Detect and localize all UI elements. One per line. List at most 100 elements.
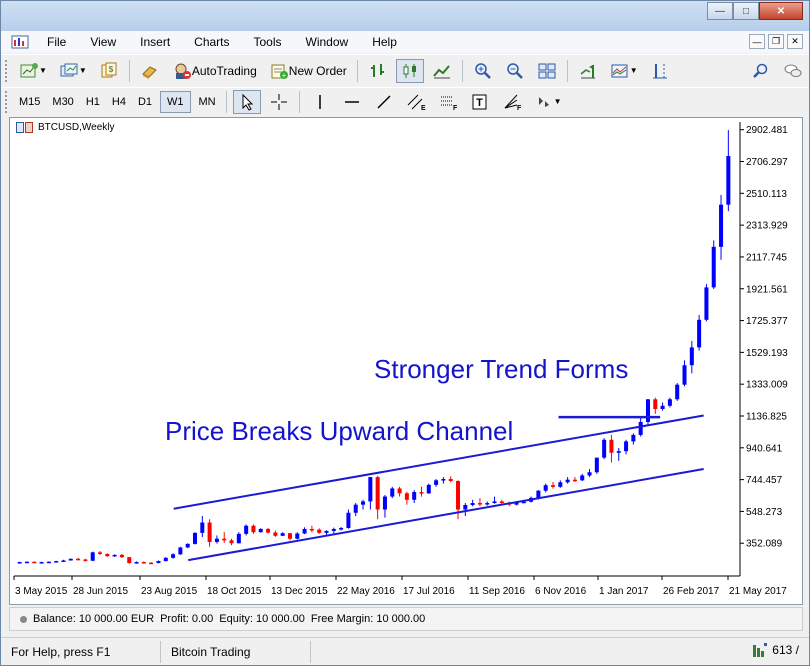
price-chart[interactable]: 2902.481 2706.297 2510.113 2313.929 2117.745… xyxy=(10,118,802,604)
bar-chart-button[interactable] xyxy=(364,59,392,83)
candle-body xyxy=(236,533,241,544)
new-chart-button[interactable]: ▼ xyxy=(15,59,51,83)
candle-body xyxy=(185,543,190,548)
candlestick-chart-button[interactable] xyxy=(395,58,424,83)
maximize-button[interactable]: □ xyxy=(733,2,759,20)
candle-body xyxy=(273,532,278,536)
candle-body xyxy=(477,503,482,505)
zoom-out-icon xyxy=(507,62,523,79)
chat-icon xyxy=(784,64,802,77)
candle-body xyxy=(317,529,322,533)
toolbar-separator xyxy=(225,90,227,113)
chart-window[interactable]: BTCUSD,Weekly 2902.481 2706.297 2510.113 23… xyxy=(9,117,803,605)
candle-body xyxy=(419,492,424,494)
mdi-restore-button[interactable]: ❐ xyxy=(768,34,784,49)
candle-body xyxy=(76,558,81,561)
candle-body xyxy=(492,501,497,504)
timeframe-m30[interactable]: M30 xyxy=(52,95,74,108)
timeframe-h1[interactable]: H1 xyxy=(85,95,100,108)
horizontal-line-tool-button[interactable] xyxy=(338,90,366,114)
line-chart-button[interactable] xyxy=(428,59,456,83)
candle-body xyxy=(587,472,592,476)
cursor-tool-button[interactable] xyxy=(232,89,261,114)
candle-body xyxy=(594,457,599,473)
svg-text:$: $ xyxy=(109,65,114,74)
connection-status[interactable]: 613 / xyxy=(752,642,799,658)
timeframe-w1[interactable]: W1 xyxy=(160,90,191,113)
candle-body xyxy=(558,482,563,487)
menu-charts[interactable]: Charts xyxy=(194,35,230,49)
candle-body xyxy=(222,538,227,541)
period-separators-button[interactable] xyxy=(646,59,674,83)
title-bar[interactable]: — □ ✕ xyxy=(1,1,809,31)
price-tick-label: 2902.481 xyxy=(746,125,788,136)
candle-body xyxy=(229,540,234,544)
price-tick-label: 744.457 xyxy=(746,475,783,486)
candle-body xyxy=(565,479,570,483)
timeframe-mn[interactable]: MN xyxy=(198,95,216,108)
chart-window-icon[interactable] xyxy=(11,34,29,50)
autotrading-button[interactable]: AutoTrading xyxy=(168,59,261,83)
profiles-button[interactable]: ▼ xyxy=(55,59,91,83)
vertical-line-tool-button[interactable] xyxy=(306,90,334,114)
candle-body xyxy=(697,319,702,348)
profile-status[interactable]: Bitcoin Trading xyxy=(161,640,311,663)
timeframe-h4[interactable]: H4 xyxy=(111,95,126,108)
period-separators-icon xyxy=(652,63,667,78)
time-tick-label: 21 May 2017 xyxy=(729,586,787,597)
chart-shift-icon xyxy=(580,64,595,78)
candle-body xyxy=(309,528,314,531)
new-order-button[interactable]: + New Order xyxy=(265,59,351,83)
candle-body xyxy=(463,504,468,510)
mdi-minimize-button[interactable]: — xyxy=(749,34,765,49)
toolbar-grip[interactable] xyxy=(5,59,9,82)
fibonacci-tool-button[interactable]: F xyxy=(434,90,462,114)
timeframe-m15[interactable]: M15 xyxy=(19,95,41,108)
toolbar-grip[interactable] xyxy=(5,90,9,113)
candle-body xyxy=(112,554,117,557)
candle-body xyxy=(266,528,271,533)
toolbar-separator xyxy=(461,59,463,82)
candle-body xyxy=(514,502,519,505)
zoom-out-button[interactable] xyxy=(501,59,529,83)
metaeditor-button[interactable] xyxy=(136,59,164,83)
candle-body xyxy=(456,480,461,510)
trendline-tool-button[interactable] xyxy=(370,90,398,114)
minimize-button[interactable]: — xyxy=(707,2,733,20)
time-tick-label: 22 May 2016 xyxy=(337,586,395,597)
candle-body xyxy=(244,525,249,534)
zoom-in-button[interactable] xyxy=(469,59,497,83)
candle-body xyxy=(287,533,292,539)
search-button[interactable] xyxy=(747,59,775,83)
close-button[interactable]: ✕ xyxy=(759,2,803,20)
fibonacci-icon: F xyxy=(440,96,458,111)
menu-window[interactable]: Window xyxy=(305,35,349,49)
chat-button[interactable] xyxy=(779,59,807,83)
indicators-button[interactable]: ▼ xyxy=(606,59,642,83)
time-tick-label: 1 Jan 2017 xyxy=(599,586,649,597)
chart-shift-button[interactable] xyxy=(574,59,602,83)
price-tick-label: 1529.193 xyxy=(746,348,788,359)
market-watch-button[interactable]: $ xyxy=(95,59,123,83)
timeframe-d1[interactable]: D1 xyxy=(137,95,152,108)
tile-windows-button[interactable] xyxy=(533,59,561,83)
equidistant-channel-tool-button[interactable]: E xyxy=(402,90,430,114)
mdi-close-button[interactable]: ✕ xyxy=(787,34,803,49)
menu-view[interactable]: View xyxy=(90,35,117,49)
menu-help[interactable]: Help xyxy=(372,35,397,49)
text-tool-button[interactable]: T xyxy=(466,90,494,114)
balance-text: Balance: 10 000.00 EUR xyxy=(33,613,155,625)
crosshair-tool-button[interactable] xyxy=(265,90,293,114)
fibo-fan-tool-button[interactable]: F xyxy=(498,90,526,114)
candle-body xyxy=(638,421,643,435)
mdi-controls: — ❐ ✕ xyxy=(749,34,803,49)
menu-file[interactable]: File xyxy=(47,35,67,49)
arrows-tool-button[interactable]: ▼ xyxy=(530,90,566,114)
bar-chart-icon xyxy=(370,63,384,77)
svg-text:F: F xyxy=(453,105,458,111)
candle-body xyxy=(178,547,183,555)
menu-insert[interactable]: Insert xyxy=(140,35,171,49)
candle-body xyxy=(141,562,146,564)
menu-tools[interactable]: Tools xyxy=(253,35,282,49)
candle-body xyxy=(119,554,124,558)
